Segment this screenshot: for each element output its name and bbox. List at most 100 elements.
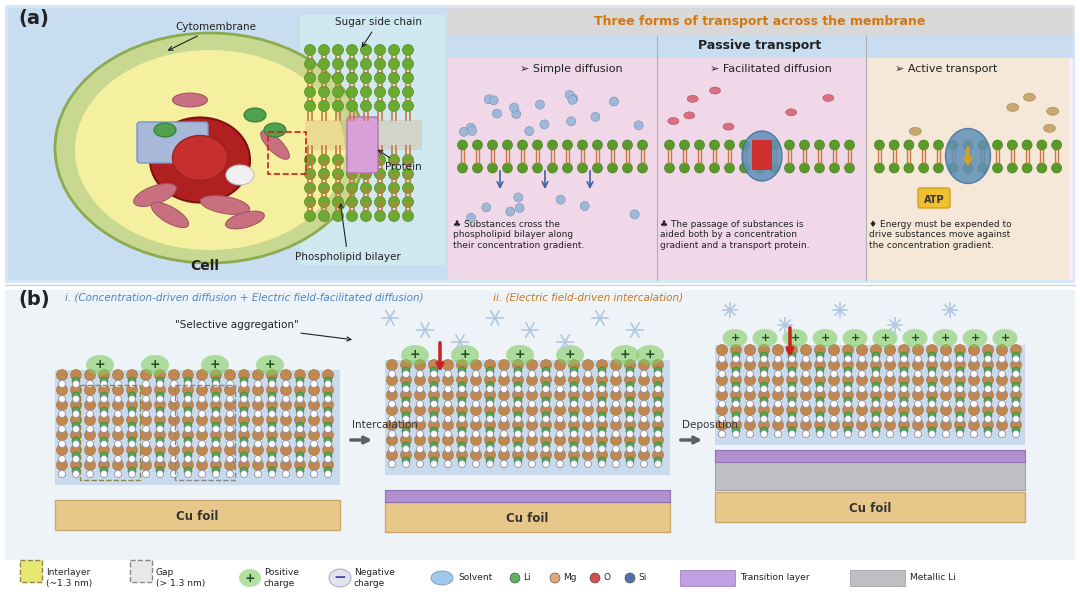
Circle shape [985,370,991,378]
Circle shape [718,356,726,362]
Circle shape [870,345,881,356]
Circle shape [694,163,704,173]
Text: +: + [791,333,799,343]
Circle shape [612,415,620,422]
Circle shape [984,397,993,405]
Circle shape [431,400,437,408]
Circle shape [323,400,334,411]
Ellipse shape [993,329,1017,347]
Circle shape [100,470,108,478]
Circle shape [324,467,332,475]
Circle shape [772,420,783,431]
Circle shape [389,197,400,208]
Circle shape [112,430,123,441]
Circle shape [459,370,465,378]
Circle shape [758,359,769,370]
Circle shape [86,425,94,433]
Circle shape [431,461,437,467]
Circle shape [915,370,921,378]
Circle shape [774,356,782,362]
Circle shape [828,404,839,415]
Circle shape [114,395,121,403]
Circle shape [311,455,318,463]
Circle shape [919,163,929,173]
Circle shape [403,211,414,222]
Circle shape [431,386,437,392]
Circle shape [211,414,221,425]
Circle shape [758,420,769,431]
Circle shape [598,457,606,465]
Circle shape [309,430,320,441]
Circle shape [788,382,796,390]
Circle shape [626,461,634,467]
Circle shape [610,420,621,431]
Circle shape [305,169,315,180]
Circle shape [199,470,205,478]
Circle shape [156,452,164,460]
Circle shape [255,381,261,387]
Circle shape [842,420,853,431]
Circle shape [1022,163,1032,173]
Circle shape [225,444,235,455]
Circle shape [185,470,191,478]
Ellipse shape [55,33,365,263]
Circle shape [710,140,719,150]
Circle shape [915,400,921,408]
Text: +: + [645,348,656,362]
Circle shape [514,427,522,435]
Circle shape [429,434,440,445]
Circle shape [556,415,564,422]
Circle shape [598,415,606,422]
Circle shape [542,397,550,405]
Circle shape [654,412,662,420]
Circle shape [800,389,811,400]
Circle shape [70,414,81,425]
Circle shape [296,407,303,415]
Circle shape [473,386,480,392]
Circle shape [499,420,510,431]
Circle shape [514,461,522,467]
Circle shape [429,420,440,431]
Circle shape [540,389,552,400]
Ellipse shape [723,123,734,130]
Circle shape [485,359,496,370]
Circle shape [536,100,544,109]
Circle shape [567,117,576,126]
Circle shape [389,155,400,166]
Circle shape [305,197,315,208]
Circle shape [957,356,963,362]
Circle shape [389,183,400,194]
Circle shape [760,427,768,435]
Circle shape [84,400,95,411]
Circle shape [197,400,207,411]
Ellipse shape [239,569,261,587]
Circle shape [458,163,468,173]
Circle shape [129,395,135,403]
Circle shape [199,455,205,463]
Bar [715,492,1025,522]
Circle shape [568,404,580,415]
Circle shape [241,425,247,433]
Circle shape [375,197,386,208]
Text: (b): (b) [18,290,50,309]
Circle shape [402,397,410,405]
Circle shape [347,73,357,84]
Circle shape [140,414,151,425]
Circle shape [554,404,566,415]
Circle shape [969,389,980,400]
Circle shape [283,470,289,478]
Circle shape [485,434,496,445]
Circle shape [157,470,163,478]
Circle shape [859,415,865,422]
Circle shape [100,425,108,433]
Circle shape [582,375,594,386]
Circle shape [213,411,219,417]
Circle shape [430,412,438,420]
Circle shape [570,461,578,467]
Circle shape [269,411,275,417]
Circle shape [100,381,108,387]
Circle shape [887,415,893,422]
Circle shape [514,193,523,202]
Circle shape [800,359,811,370]
Ellipse shape [226,165,254,185]
